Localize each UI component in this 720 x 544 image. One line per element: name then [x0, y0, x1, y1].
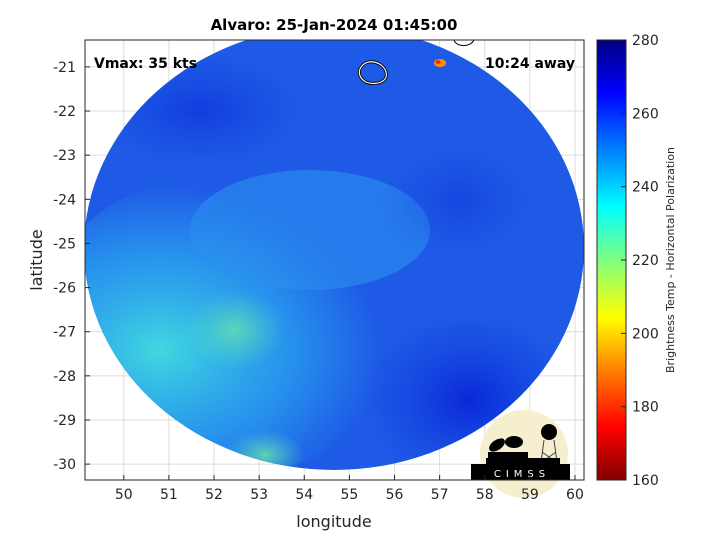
x-tick-label: 55 [340, 487, 358, 503]
x-tick-label: 53 [250, 487, 268, 503]
x-tick-label: 58 [476, 487, 494, 503]
y-axis-label: latitude [27, 229, 46, 290]
x-tick-label: 56 [386, 487, 404, 503]
y-tick-label: -21 [53, 60, 76, 76]
vmax-label: Vmax: 35 kts [94, 56, 197, 72]
y-tick-label: -30 [53, 457, 76, 473]
x-tick-label: 51 [160, 487, 178, 503]
axes-frame [84, 39, 585, 481]
colorbar-ticks: 160 180 200 220 240 260 280 [621, 33, 659, 489]
y-tick-label: -28 [53, 369, 76, 385]
x-tick-label: 54 [295, 487, 313, 503]
y-tick-label: -24 [53, 192, 76, 208]
colorbar-tick-label: 200 [632, 326, 659, 342]
brightness-temp-swath [85, 40, 584, 470]
y-tick-label: -25 [53, 236, 76, 252]
x-tick-label: 52 [205, 487, 223, 503]
colorbar-tick-label: 220 [632, 253, 659, 269]
colorbar-tick-label: 240 [632, 180, 659, 196]
cimss-logo: CIMSS [471, 410, 570, 498]
time-away-label: 10:24 away [485, 56, 575, 72]
x-tick-label: 57 [431, 487, 449, 503]
y-tick-label: -27 [53, 325, 76, 341]
x-axis: 50 51 52 53 54 55 56 57 58 59 60 [115, 475, 584, 503]
colorbar-tick-label: 180 [632, 400, 659, 416]
cimss-logo-text: CIMSS [494, 469, 550, 480]
colorbar-tick-label: 260 [632, 106, 659, 122]
plot-title: Alvaro: 25-Jan-2024 01:45:00 [211, 16, 458, 34]
x-tick-label: 50 [115, 487, 133, 503]
x-axis-label: longitude [296, 512, 371, 531]
x-tick-label: 59 [521, 487, 539, 503]
y-axis: -21 -22 -23 -24 -25 -26 -27 -28 -29 -30 [53, 60, 90, 473]
colorbar-label: Brightness Temp - Horizontal Polarizatio… [664, 147, 677, 373]
y-tick-label: -23 [53, 148, 76, 164]
y-tick-label: -26 [53, 281, 76, 297]
colorbar-tick-label: 160 [632, 473, 659, 489]
x-tick-label: 60 [566, 487, 584, 503]
y-tick-label: -29 [53, 413, 76, 429]
colorbar-tick-label: 280 [632, 33, 659, 49]
y-tick-label: -22 [53, 104, 76, 120]
